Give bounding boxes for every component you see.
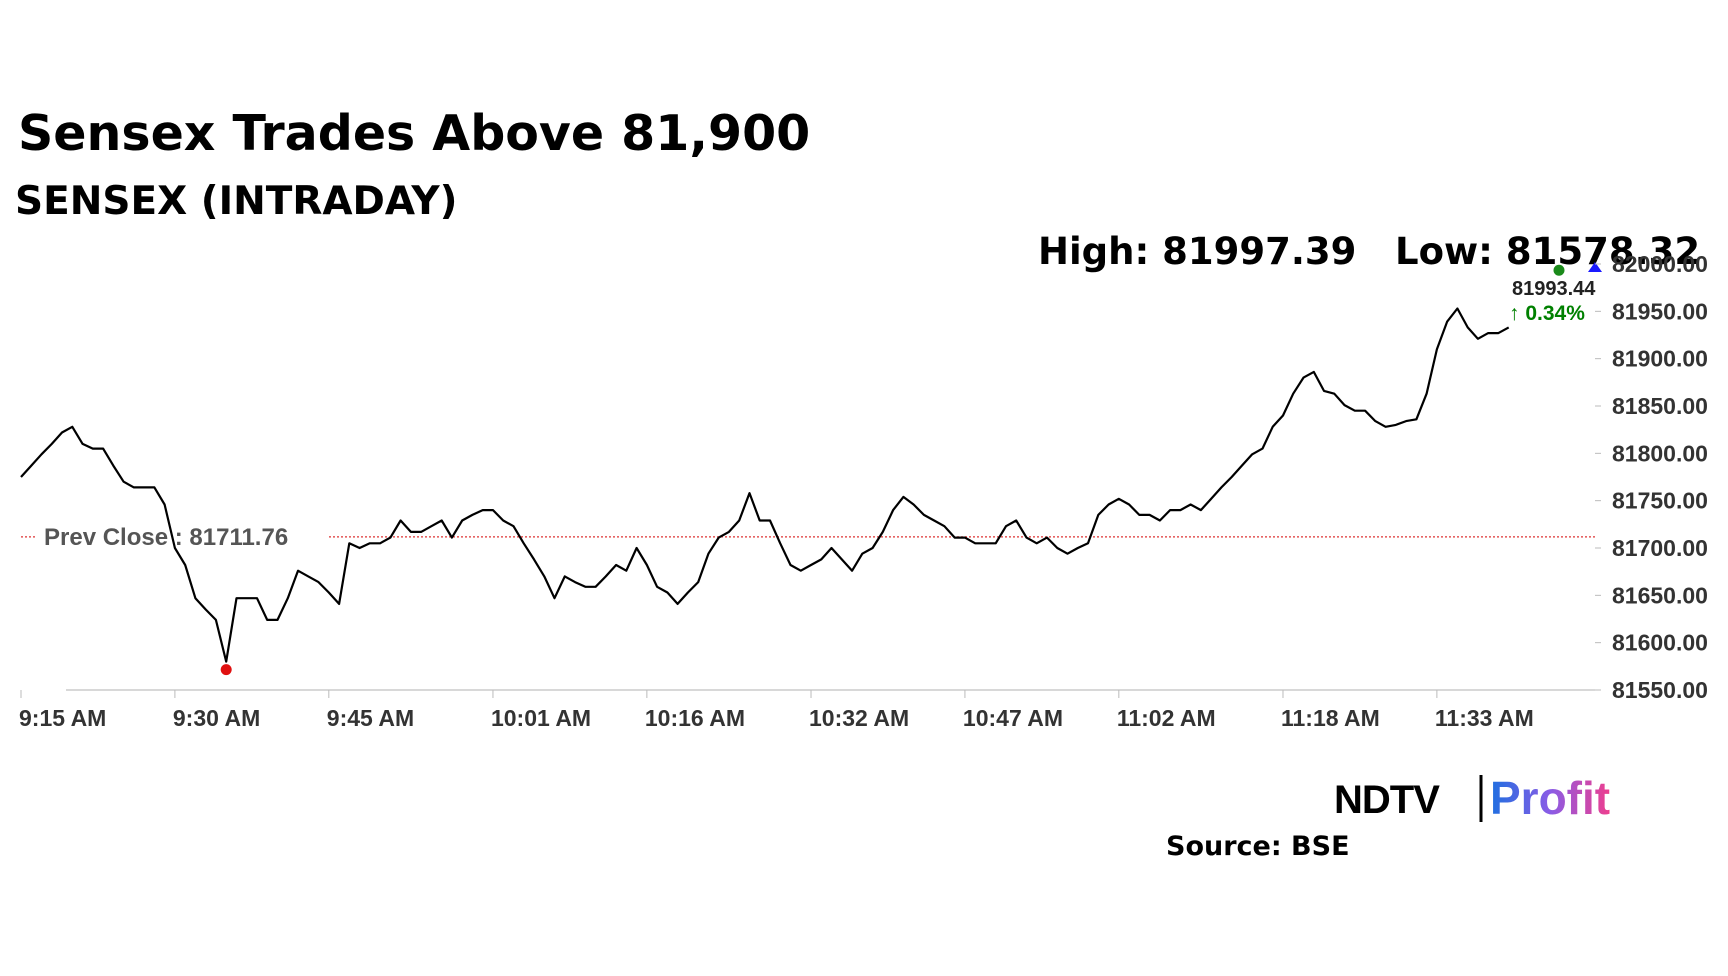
current-marker (1553, 264, 1565, 276)
chart-subtitle: SENSEX (INTRADAY) (15, 179, 457, 224)
x-tick-label: 10:32 AM (809, 705, 909, 731)
source: Source: BSE (1166, 831, 1350, 862)
low-label: Low: 81578.32 (1395, 230, 1700, 273)
logo-profit: Profit (1490, 772, 1610, 824)
y-tick-label: 81550.00 (1612, 677, 1708, 703)
y-tick-label: 81600.00 (1612, 630, 1708, 656)
x-tick-label: 11:02 AM (1117, 705, 1216, 731)
x-tick-label: 10:01 AM (491, 705, 591, 731)
x-tick-label: 10:47 AM (963, 705, 1063, 731)
logo-ndtv: NDTV (1334, 778, 1440, 822)
x-tick-label: 9:45 AM (327, 705, 414, 731)
current-value: 81993.44 (1512, 278, 1596, 300)
y-tick-label: 81900.00 (1612, 346, 1708, 372)
y-tick-label: 82000.00 (1612, 251, 1708, 277)
y-tick-label: 81650.00 (1612, 582, 1708, 608)
low-marker (220, 664, 232, 676)
x-tick-label: 9:15 AM (19, 705, 106, 731)
y-tick-label: 81950.00 (1612, 298, 1708, 324)
price-line (20, 307, 1510, 663)
x-tick-label: 11:18 AM (1281, 705, 1380, 731)
y-tick-label: 81800.00 (1612, 440, 1708, 466)
current-change: ↑ 0.34% (1509, 302, 1585, 325)
prev-close-label: Prev Close : 81711.76 (44, 524, 288, 551)
x-tick-label: 9:30 AM (173, 705, 260, 731)
marker-triangle (1588, 262, 1602, 272)
y-tick-label: 81700.00 (1612, 535, 1708, 561)
x-tick-label: 11:33 AM (1435, 705, 1534, 731)
high-label: High: 81997.39 (1038, 230, 1356, 273)
y-tick-label: 81750.00 (1612, 488, 1708, 514)
chart-title: Sensex Trades Above 81,900 (18, 105, 810, 162)
y-tick-label: 81850.00 (1612, 393, 1708, 419)
x-tick-label: 10:16 AM (645, 705, 745, 731)
prev-close-bg (36, 516, 328, 553)
